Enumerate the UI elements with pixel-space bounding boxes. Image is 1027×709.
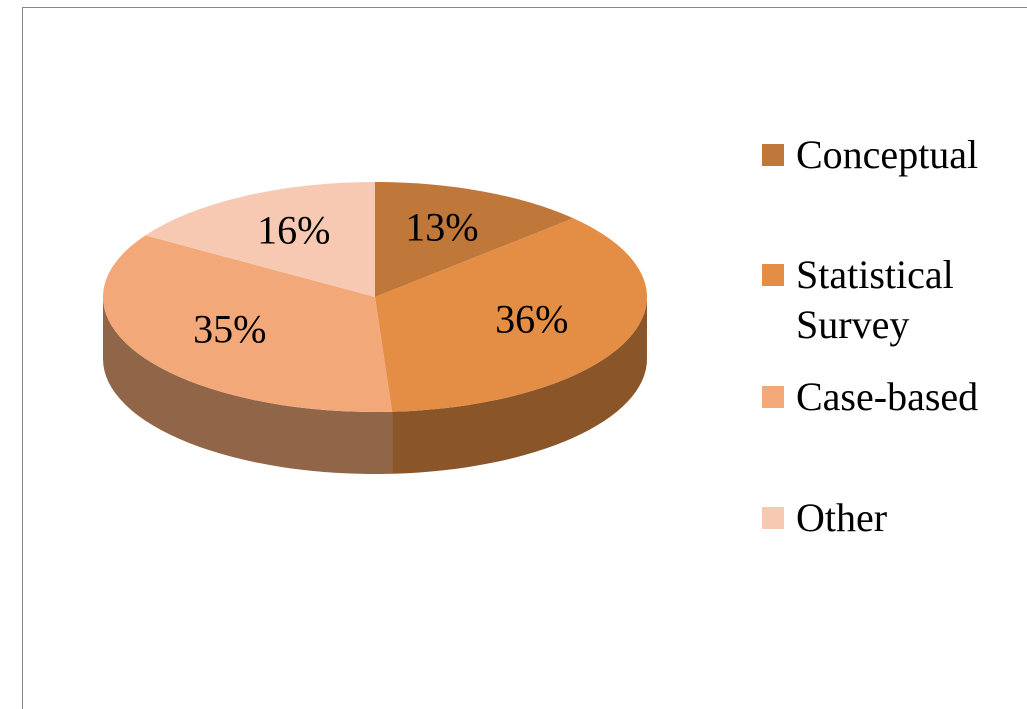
legend-swatch: [762, 264, 784, 286]
legend-label: Case-based: [796, 374, 979, 419]
pie-slice: [102, 235, 393, 412]
data-label: 36%: [495, 296, 568, 341]
data-label: 35%: [193, 306, 266, 351]
slice-side: [392, 297, 647, 474]
data-label: 13%: [405, 205, 478, 250]
legend-item: Other: [762, 493, 1026, 543]
legend-item: Statistical Survey: [762, 250, 1026, 350]
pie-slice: [375, 218, 648, 412]
data-labels: 13% 36% 35% 16%: [193, 205, 568, 352]
pie-slice: [145, 182, 375, 297]
legend-swatch: [762, 386, 784, 408]
legend-label: Statistical Survey: [796, 252, 954, 347]
pie-slice: [375, 182, 574, 297]
pie-slices: [102, 182, 648, 412]
legend-swatch: [762, 507, 784, 529]
legend-item: Conceptual: [762, 130, 1026, 180]
legend-item: Case-based: [762, 372, 1026, 422]
slice-side: [103, 297, 393, 474]
legend-swatch: [762, 144, 784, 166]
chart-frame: [22, 7, 1027, 709]
legend-label: Other: [796, 495, 888, 540]
legend-label: Conceptual: [796, 132, 979, 177]
pie-sides: [103, 297, 647, 474]
data-label: 16%: [257, 208, 330, 253]
